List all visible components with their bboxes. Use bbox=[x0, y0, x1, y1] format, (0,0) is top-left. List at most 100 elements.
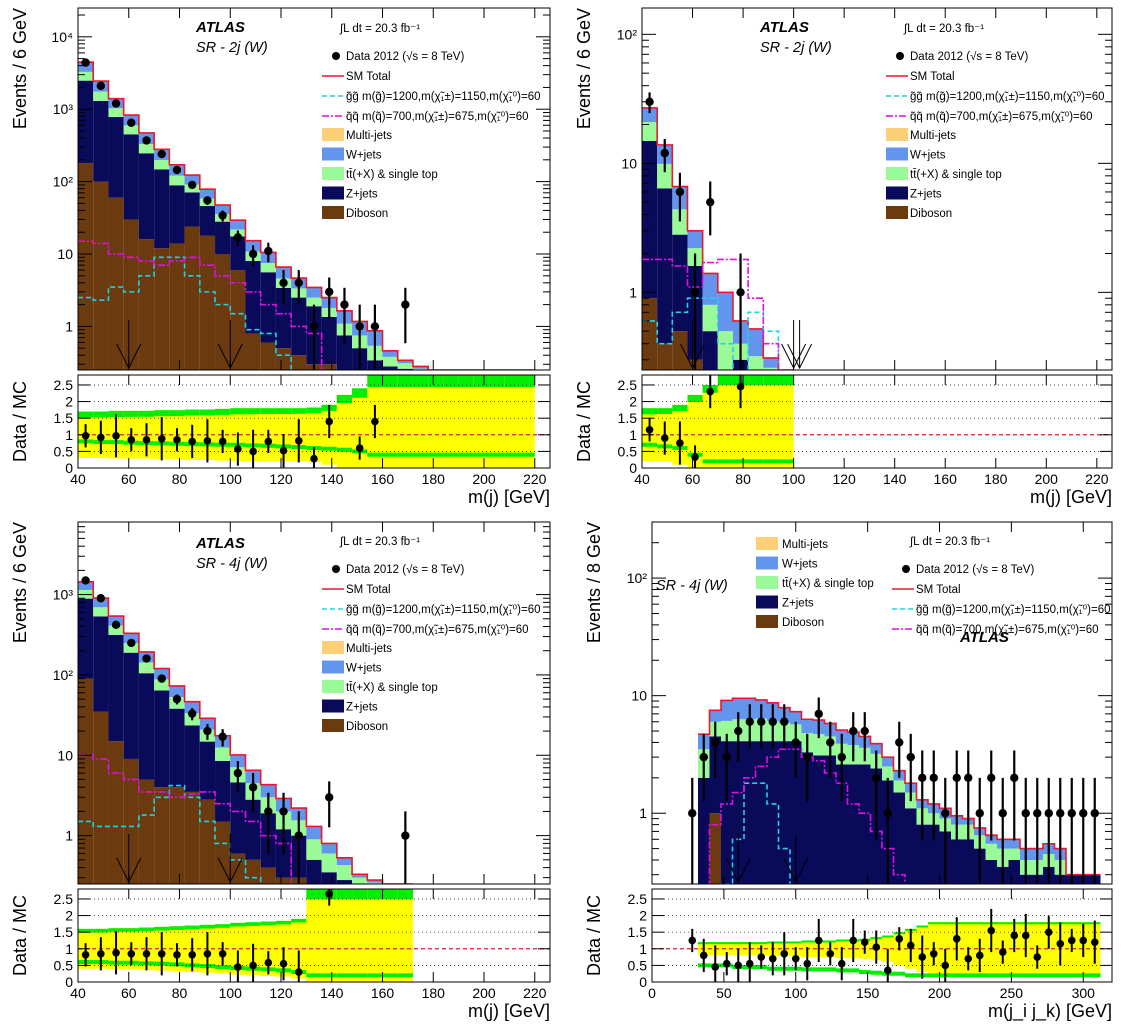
ratio-band-outer bbox=[382, 889, 398, 982]
ratio-y-tick-label: 2.5 bbox=[618, 377, 638, 393]
bar-zjets bbox=[951, 839, 963, 884]
ratio-point bbox=[173, 435, 181, 444]
bar-wjets bbox=[721, 700, 733, 721]
y-tick-label: 10³ bbox=[53, 587, 74, 603]
ratio-band-outer bbox=[489, 375, 505, 468]
bar-zjets bbox=[657, 188, 673, 344]
bar-zjets bbox=[859, 764, 871, 884]
data-point bbox=[187, 180, 197, 190]
ratio-band-inner bbox=[928, 973, 940, 978]
data-point bbox=[660, 148, 669, 158]
ratio-band-inner bbox=[847, 968, 859, 973]
ratio-point bbox=[279, 446, 288, 455]
bar-zjets bbox=[755, 741, 767, 884]
ratio-band-inner bbox=[245, 922, 261, 926]
bar-zjets bbox=[698, 777, 710, 884]
x-axis-title: m(j) [GeV] bbox=[468, 1001, 550, 1021]
ratio-band-inner bbox=[382, 452, 398, 457]
bar-wjets bbox=[801, 719, 813, 734]
data-point bbox=[248, 249, 258, 259]
legend-lumi: ∫L dt = 20.3 fb⁻¹ bbox=[339, 536, 420, 548]
ratio-point bbox=[826, 949, 835, 958]
ratio-band-inner bbox=[382, 973, 398, 978]
bar-diboson bbox=[154, 787, 170, 884]
legend-ttbar-swatch bbox=[322, 680, 344, 693]
data-point bbox=[688, 809, 697, 818]
legend-signal-qq: q̃q̃ m(q̃)=700,m(χ̃₁±)=675,m(χ̃₁⁰)=60 bbox=[346, 624, 529, 636]
ratio-point bbox=[157, 949, 166, 958]
ratio-band-inner bbox=[443, 375, 459, 387]
bar-ttbar bbox=[93, 91, 109, 101]
sm-total-line bbox=[642, 107, 794, 370]
bar-wjets bbox=[230, 220, 246, 230]
data-point bbox=[734, 726, 743, 736]
bar-zjets bbox=[1008, 860, 1020, 884]
x-tick-label: 60 bbox=[121, 471, 137, 487]
legend-lumi: ∫L dt = 20.3 fb⁻¹ bbox=[903, 23, 984, 35]
ratio-band-inner bbox=[824, 967, 836, 972]
bar-wjets bbox=[790, 711, 802, 725]
bar-diboson bbox=[230, 270, 246, 370]
bar-diboson bbox=[154, 248, 170, 370]
bar-wjets bbox=[306, 826, 322, 840]
data-point bbox=[706, 197, 715, 207]
ratio-point bbox=[264, 437, 273, 446]
data-point bbox=[837, 752, 846, 762]
bar-zjets bbox=[336, 335, 353, 370]
ratio-y-tick-label: 2.5 bbox=[628, 891, 648, 907]
ratio-band-inner bbox=[778, 375, 794, 386]
ratio-band-inner bbox=[138, 927, 155, 932]
legend-wjets: W+jets bbox=[782, 559, 818, 571]
bar-diboson bbox=[245, 333, 261, 370]
ratio-point bbox=[929, 949, 938, 958]
bar-ttbar bbox=[260, 263, 276, 273]
bar-diboson bbox=[672, 331, 688, 370]
bar-diboson bbox=[169, 787, 185, 884]
x-tick-label: 200 bbox=[928, 985, 952, 1001]
ratio-band-outer bbox=[763, 375, 779, 468]
x-tick-label: 100 bbox=[784, 985, 808, 1001]
legend-ttbar: tt̄(+X) & single top bbox=[346, 682, 438, 694]
ratio-point bbox=[998, 948, 1007, 956]
ratio-band-outer bbox=[519, 375, 535, 468]
bar-wjets bbox=[367, 880, 383, 883]
data-point bbox=[860, 726, 869, 736]
bar-wjets bbox=[687, 230, 703, 249]
ratio-band-outer bbox=[687, 394, 703, 468]
ratio-point bbox=[711, 963, 720, 971]
x-tick-label: 250 bbox=[1000, 985, 1024, 1001]
legend-multijets: Multi-jets bbox=[346, 130, 392, 142]
ratio-band-inner bbox=[763, 375, 779, 386]
signal_qq-line bbox=[78, 240, 323, 370]
bar-ttbar bbox=[78, 71, 94, 81]
ratio-band-inner bbox=[367, 452, 383, 457]
ratio-band-inner bbox=[306, 407, 322, 414]
bar-ttbar bbox=[672, 209, 688, 235]
data-point bbox=[872, 773, 881, 783]
bar-wjets bbox=[732, 698, 744, 720]
data-points bbox=[81, 58, 410, 370]
ratio-point bbox=[325, 890, 334, 898]
ratio-band-outer bbox=[336, 394, 353, 468]
ratio-band-inner bbox=[169, 410, 185, 417]
bar-ttbar bbox=[123, 125, 139, 135]
bar-zjets bbox=[199, 741, 216, 800]
ratio-band-inner bbox=[1066, 973, 1078, 978]
data-point bbox=[722, 752, 731, 762]
data-point bbox=[975, 809, 984, 818]
ratio-band-inner bbox=[306, 889, 322, 900]
data-point bbox=[142, 136, 151, 145]
ratio-y-tick-label: 0 bbox=[65, 974, 73, 990]
bar-zjets bbox=[169, 185, 185, 244]
bar-ttbar bbox=[721, 720, 733, 742]
ratio-band-inner bbox=[974, 922, 986, 925]
ratio-band-inner bbox=[336, 889, 353, 900]
bar-wjets bbox=[123, 633, 139, 644]
bar-diboson bbox=[123, 219, 139, 370]
x-tick-label: 120 bbox=[832, 471, 856, 487]
y-tick-label: 10⁴ bbox=[51, 29, 73, 45]
bar-ttbar bbox=[985, 843, 997, 861]
ratio-band-inner bbox=[443, 452, 459, 457]
bar-ttbar bbox=[382, 356, 398, 367]
data-point bbox=[690, 288, 700, 297]
